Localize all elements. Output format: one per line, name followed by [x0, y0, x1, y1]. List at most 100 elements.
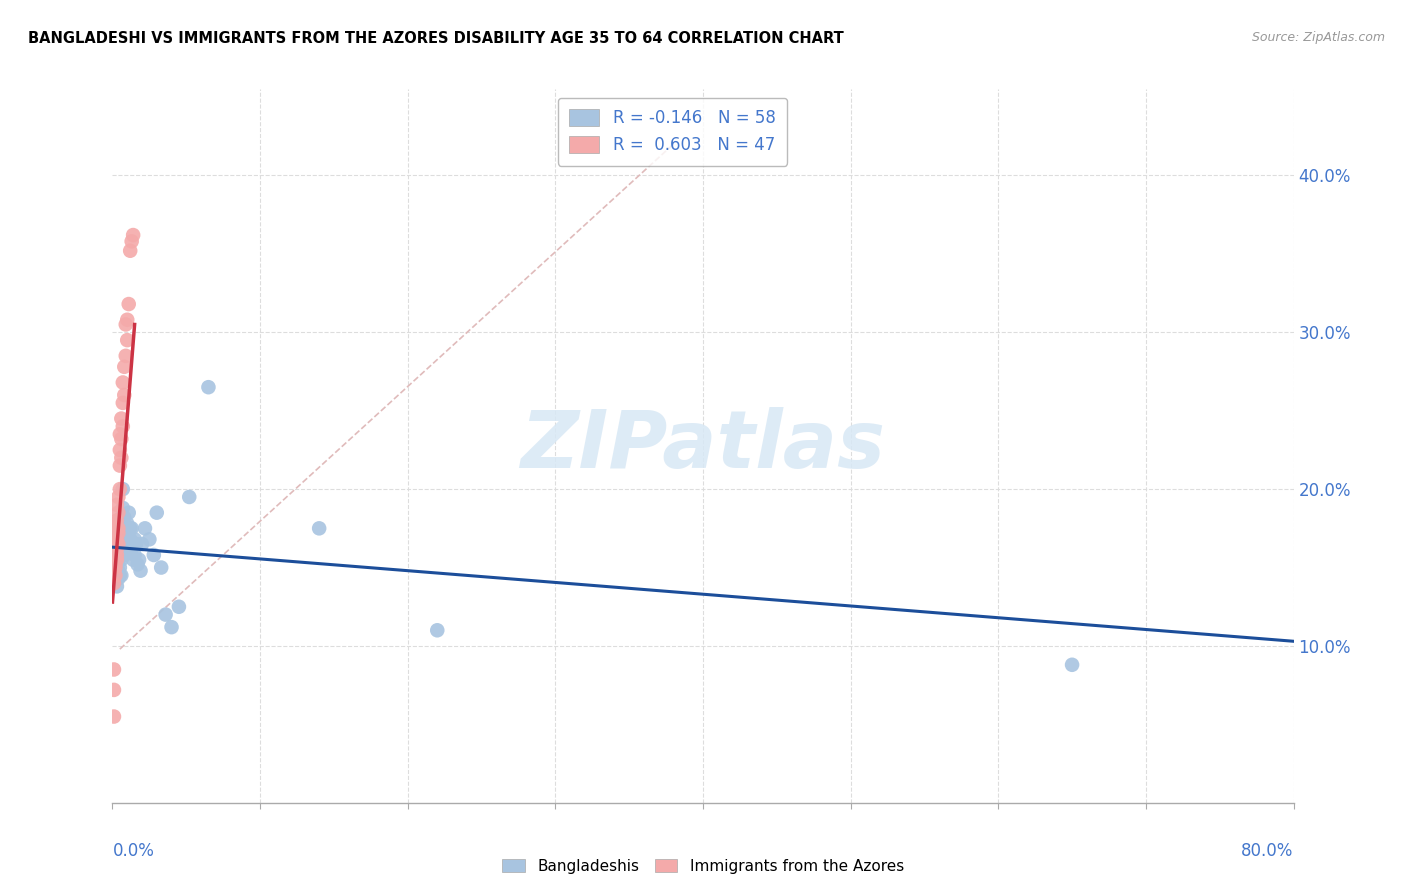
Point [105, 541, 128, 556]
Point [134, 521, 156, 535]
Point [117, 516, 138, 531]
Point [138, 533, 160, 547]
Point [110, 450, 132, 465]
Point [111, 537, 134, 551]
Point [127, 558, 149, 572]
Point [122, 228, 145, 243]
Point [110, 411, 132, 425]
Point [103, 560, 125, 574]
Point [107, 552, 129, 566]
Point [105, 564, 128, 578]
Point [104, 521, 127, 535]
Point [150, 560, 173, 574]
Point [114, 521, 136, 535]
Text: 80.0%: 80.0% [1241, 842, 1294, 860]
Point [108, 568, 131, 582]
Point [112, 548, 135, 562]
Point [104, 516, 127, 531]
Point [107, 564, 129, 578]
Point [107, 526, 129, 541]
Point [114, 318, 136, 332]
Point [308, 521, 330, 535]
Point [103, 709, 125, 723]
Text: ZIPatlas: ZIPatlas [520, 407, 886, 485]
Point [105, 579, 128, 593]
Point [107, 572, 129, 586]
Point [111, 521, 134, 535]
Point [103, 576, 125, 591]
Point [108, 442, 131, 457]
Point [124, 548, 146, 562]
Point [118, 521, 141, 535]
Point [121, 521, 143, 535]
Point [108, 560, 131, 574]
Point [131, 537, 153, 551]
Point [107, 537, 129, 551]
Point [107, 506, 129, 520]
Point [103, 663, 125, 677]
Point [104, 560, 127, 574]
Point [104, 533, 127, 547]
Text: 0.0%: 0.0% [112, 842, 155, 860]
Point [118, 506, 141, 520]
Point [120, 244, 142, 258]
Point [129, 564, 152, 578]
Point [120, 533, 142, 547]
Point [110, 432, 132, 446]
Point [107, 521, 129, 535]
Point [167, 599, 190, 614]
Point [112, 359, 135, 374]
Legend: Bangladeshis, Immigrants from the Azores: Bangladeshis, Immigrants from the Azores [496, 853, 910, 880]
Point [111, 419, 134, 434]
Point [105, 537, 128, 551]
Point [121, 541, 143, 556]
Point [104, 568, 127, 582]
Point [110, 510, 132, 524]
Point [110, 568, 132, 582]
Point [124, 533, 146, 547]
Point [110, 541, 132, 556]
Point [179, 490, 201, 504]
Point [114, 349, 136, 363]
Point [105, 552, 128, 566]
Point [105, 498, 128, 512]
Point [108, 427, 131, 442]
Point [107, 548, 129, 562]
Text: BANGLADESHI VS IMMIGRANTS FROM THE AZORES DISABILITY AGE 35 TO 64 CORRELATION CH: BANGLADESHI VS IMMIGRANTS FROM THE AZORE… [28, 31, 844, 46]
Point [111, 500, 134, 515]
Point [117, 333, 138, 347]
Point [122, 552, 145, 566]
Point [105, 533, 128, 547]
Point [426, 624, 449, 638]
Point [108, 482, 131, 496]
Point [104, 545, 127, 559]
Point [128, 552, 150, 566]
Point [103, 682, 125, 697]
Point [108, 545, 131, 559]
Point [121, 235, 143, 249]
Point [107, 529, 129, 543]
Point [155, 607, 177, 622]
Point [112, 388, 135, 402]
Point [142, 548, 165, 562]
Point [1062, 657, 1084, 672]
Point [118, 541, 141, 556]
Point [118, 297, 141, 311]
Text: Source: ZipAtlas.com: Source: ZipAtlas.com [1251, 31, 1385, 45]
Point [160, 620, 183, 634]
Point [111, 482, 134, 496]
Point [114, 537, 136, 551]
Point [108, 521, 131, 535]
Point [105, 548, 128, 562]
Point [104, 558, 127, 572]
Point [111, 376, 134, 390]
Point [197, 380, 219, 394]
Point [110, 552, 132, 566]
Point [125, 537, 148, 551]
Point [120, 521, 142, 535]
Point [105, 552, 128, 566]
Point [117, 312, 138, 326]
Point [146, 506, 169, 520]
Legend: R = -0.146   N = 58, R =  0.603   N = 47: R = -0.146 N = 58, R = 0.603 N = 47 [558, 97, 787, 166]
Point [110, 529, 132, 543]
